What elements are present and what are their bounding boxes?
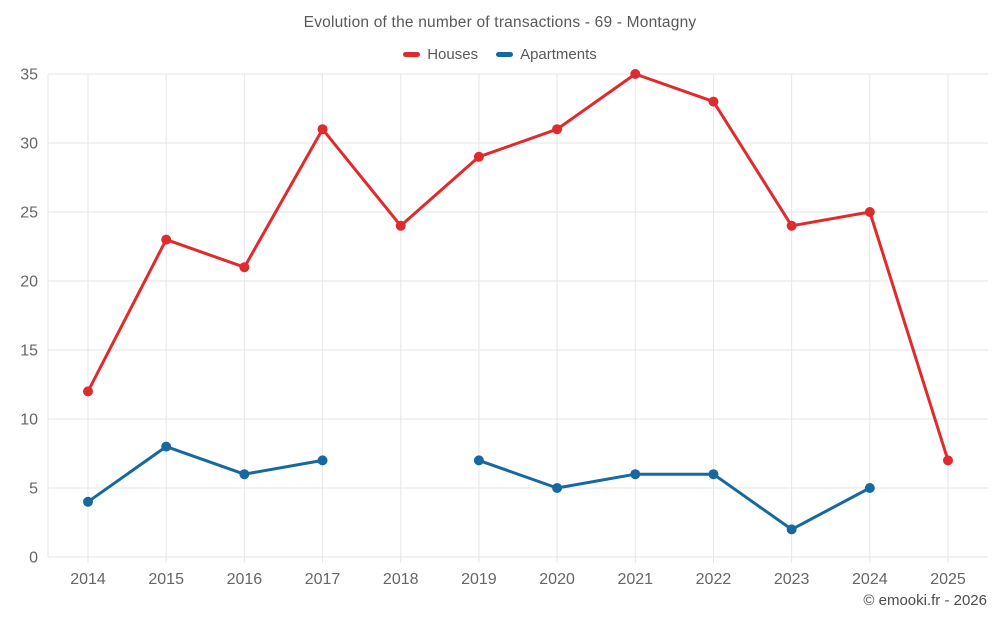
copyright-credit: © emooki.fr - 2026 [863,592,987,609]
data-point [786,524,797,535]
data-point [239,469,250,480]
data-point [552,483,563,493]
svg-text:2020: 2020 [539,571,575,588]
svg-text:2018: 2018 [383,571,419,588]
data-point [317,455,328,466]
apartments-series-marker-icon [496,52,514,57]
legend-label-houses: Houses [427,46,479,63]
data-point [161,234,172,245]
chart-legend: Houses Apartments [0,46,1000,63]
data-point [864,483,875,493]
data-point [317,124,328,135]
data-point [708,469,719,480]
legend-item-apartments[interactable]: Apartments [496,46,597,63]
svg-text:2019: 2019 [461,571,497,588]
svg-text:20: 20 [20,274,38,291]
svg-text:2025: 2025 [930,571,966,588]
x-axis-ticks [87,557,949,563]
series-houses [83,69,953,466]
svg-text:10: 10 [20,412,38,429]
svg-text:2024: 2024 [852,571,888,588]
data-point [864,207,875,217]
data-point [473,455,484,466]
legend-item-houses[interactable]: Houses [403,46,478,63]
y-gridlines [48,73,988,558]
y-axis-labels: 0 5 10 15 20 25 30 35 [20,67,38,567]
svg-text:25: 25 [20,205,38,222]
series-apartments [83,441,875,535]
x-gridlines [47,74,949,557]
data-point [630,69,641,79]
svg-text:2014: 2014 [70,571,106,588]
svg-text:30: 30 [20,136,38,153]
svg-text:5: 5 [29,481,38,498]
data-point [83,386,93,397]
data-point [786,220,797,231]
data-point [239,262,250,273]
data-point [708,96,719,107]
svg-text:15: 15 [20,343,38,360]
data-point [83,496,93,507]
svg-text:2016: 2016 [227,571,263,588]
svg-text:35: 35 [20,67,38,84]
chart-title: Evolution of the number of transactions … [303,14,697,31]
data-point [630,469,641,480]
data-point [161,441,172,452]
data-point [395,220,406,231]
x-axis-labels: 2014 2015 2016 2017 2018 2019 2020 2021 2022 2023… [70,571,966,588]
houses-series-marker-icon [403,52,421,57]
data-point [552,124,563,135]
svg-text:2017: 2017 [305,571,341,588]
svg-text:2022: 2022 [696,571,732,588]
svg-text:2021: 2021 [617,571,653,588]
svg-text:0: 0 [29,550,38,567]
svg-text:2023: 2023 [774,571,810,588]
legend-label-apartments: Apartments [520,46,597,63]
data-point [943,455,953,466]
data-point [473,151,484,162]
svg-text:2015: 2015 [148,571,184,588]
